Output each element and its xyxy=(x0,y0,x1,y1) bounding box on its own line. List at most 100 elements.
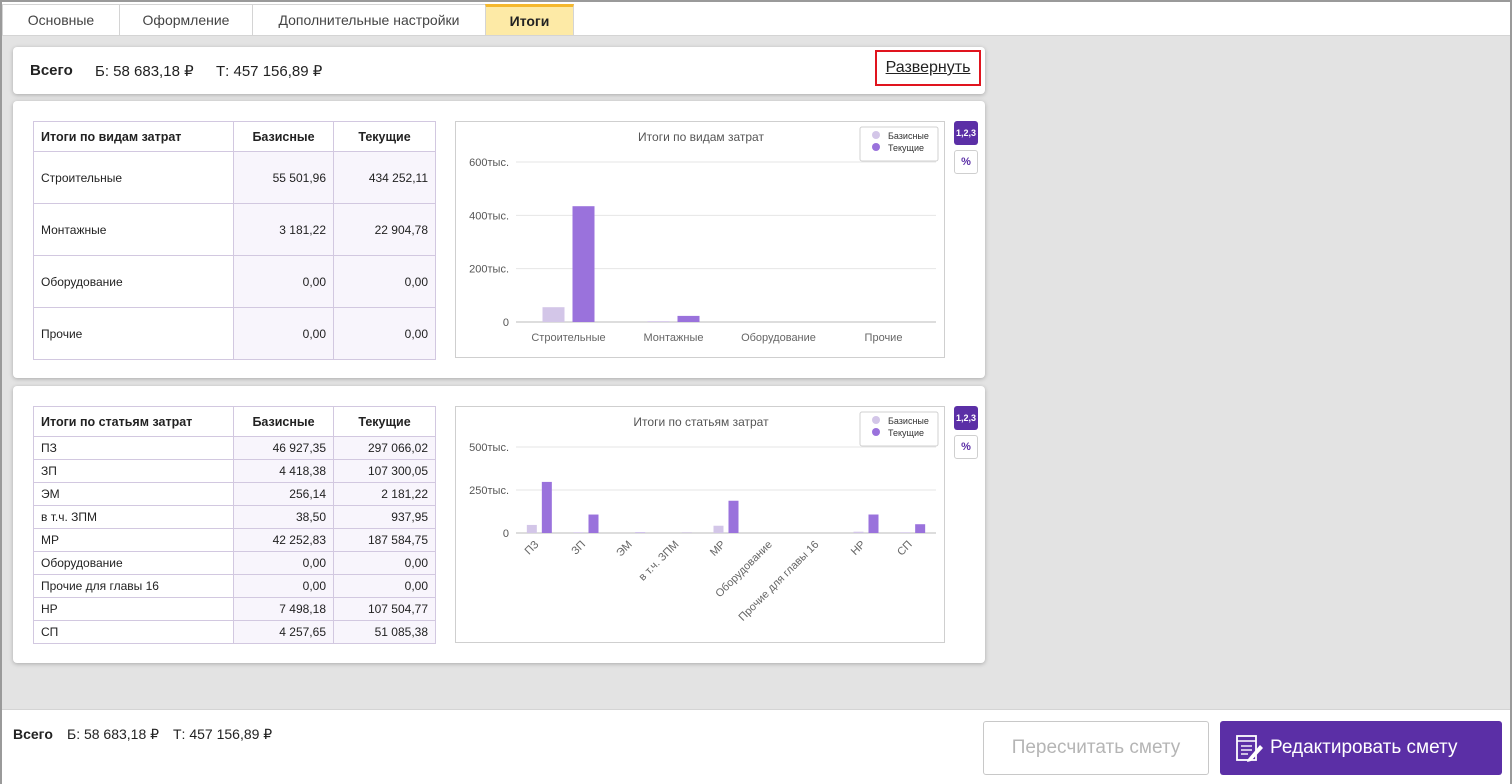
x-tick-label: в т.ч. ЗПМ xyxy=(637,539,682,584)
row-label: Оборудование xyxy=(33,255,234,308)
current-value: 187 584,75 xyxy=(333,528,436,552)
y-tick-label: 250тыс. xyxy=(469,485,509,497)
x-tick-label: Строительные xyxy=(531,332,605,344)
current-value: 107 504,77 xyxy=(333,597,436,621)
current-value: 0,00 xyxy=(333,255,436,308)
current-value: 2 181,22 xyxy=(333,482,436,506)
tab-totals[interactable]: Итоги xyxy=(485,4,574,35)
current-value: 51 085,38 xyxy=(333,620,436,644)
edit-estimate-label: Редактировать смету xyxy=(1270,737,1458,758)
base-value: 55 501,96 xyxy=(233,151,334,204)
table-row: Прочие для главы 16 0,00 0,00 xyxy=(33,574,436,598)
tab-main[interactable]: Основные xyxy=(2,4,120,35)
bar-base xyxy=(713,525,724,533)
bar-current xyxy=(728,500,739,533)
edit-document-icon xyxy=(1236,735,1263,762)
x-tick-label: НР xyxy=(849,539,868,558)
bar-current xyxy=(572,206,595,322)
current-value: 0,00 xyxy=(333,551,436,575)
table-row: МР 42 252,83 187 584,75 xyxy=(33,528,436,552)
cost-items-table: Итоги по статьям затрат Базисные Текущие… xyxy=(33,406,436,644)
column-header: Текущие xyxy=(333,121,436,152)
recalculate-button[interactable]: Пересчитать смету xyxy=(983,721,1209,775)
legend-swatch xyxy=(872,143,880,151)
x-tick-label: ЗП xyxy=(569,539,588,558)
footer-base-total: Б: 58 683,18 ₽ xyxy=(67,726,160,742)
table-row: в т.ч. ЗПМ 38,50 937,95 xyxy=(33,505,436,529)
y-tick-label: 500тыс. xyxy=(469,442,509,454)
bar-current xyxy=(541,481,552,533)
table-row: Оборудование 0,00 0,00 xyxy=(33,255,436,308)
tab-design[interactable]: Оформление xyxy=(119,4,253,35)
table-row: Монтажные 3 181,22 22 904,78 xyxy=(33,203,436,256)
current-value: 434 252,11 xyxy=(333,151,436,204)
base-value: 0,00 xyxy=(233,551,334,575)
edit-estimate-button[interactable]: Редактировать смету xyxy=(1220,721,1502,775)
show-values-button[interactable]: 1,2,3 xyxy=(954,406,978,430)
legend-label: Базисные xyxy=(888,416,929,426)
bar-base xyxy=(526,524,537,533)
column-header: Текущие xyxy=(333,406,436,437)
cost-types-chart-svg: Итоги по видам затрат 0 200тыс. 400тыс. 600т… xyxy=(469,126,939,344)
cost-items-chart-svg: Итоги по статьям затрат 0 250тыс. 500тыс. ПЗ… xyxy=(469,411,939,624)
show-percent-button[interactable]: % xyxy=(954,435,978,459)
current-value: 937,95 xyxy=(333,505,436,529)
bar-base xyxy=(853,531,864,533)
base-value: 0,00 xyxy=(233,255,334,308)
current-value: 297 066,02 xyxy=(333,436,436,460)
x-tick-label: Прочие xyxy=(865,332,903,344)
current-value: 0,00 xyxy=(333,307,436,360)
show-values-button[interactable]: 1,2,3 xyxy=(954,121,978,145)
row-label: ЭМ xyxy=(33,482,234,506)
base-value: 4 418,38 xyxy=(233,459,334,483)
summary-current-total: Т: 457 156,89 ₽ xyxy=(216,63,323,80)
table-row: СП 4 257,65 51 085,38 xyxy=(33,620,436,644)
bar-current xyxy=(677,315,700,322)
table-row: Строительные 55 501,96 434 252,11 xyxy=(33,151,436,204)
row-label: Прочие для главы 16 xyxy=(33,574,234,598)
table-row: ЭМ 256,14 2 181,22 xyxy=(33,482,436,506)
x-tick-label: ПЗ xyxy=(523,538,542,557)
legend-swatch xyxy=(872,428,880,436)
y-tick-label: 600тыс. xyxy=(469,157,509,169)
table-row: Оборудование 0,00 0,00 xyxy=(33,551,436,575)
cost-items-card: Итоги по статьям затрат Базисные Текущие… xyxy=(13,386,985,663)
row-label: Строительные xyxy=(33,151,234,204)
summary-base-total: Б: 58 683,18 ₽ xyxy=(95,63,194,80)
y-tick-label: 0 xyxy=(503,317,509,329)
base-value: 46 927,35 xyxy=(233,436,334,460)
x-tick-label: Оборудование xyxy=(741,332,816,344)
table-header-row: Итоги по статьям затрат Базисные Текущие xyxy=(33,406,436,437)
table-row: ПЗ 46 927,35 297 066,02 xyxy=(33,436,436,460)
bar-base xyxy=(573,532,584,533)
x-tick-label: МР xyxy=(708,539,728,559)
bar-current xyxy=(588,514,599,533)
base-value: 0,00 xyxy=(233,574,334,598)
footer-total-title: Всего xyxy=(13,726,53,742)
tab-bar: Основные Оформление Дополнительные настр… xyxy=(2,2,1510,36)
legend-label: Базисные xyxy=(888,131,929,141)
summary-card: Всего Б: 58 683,18 ₽ Т: 457 156,89 ₽ Раз… xyxy=(13,47,985,94)
cost-types-chart: Итоги по видам затрат 0 200тыс. 400тыс. 600т… xyxy=(455,121,945,358)
row-label: в т.ч. ЗПМ xyxy=(33,505,234,529)
y-tick-label: 200тыс. xyxy=(469,264,509,276)
y-tick-label: 0 xyxy=(503,528,509,540)
row-label: Прочие xyxy=(33,307,234,360)
expand-link[interactable]: Развернуть xyxy=(875,50,981,86)
column-header: Базисные xyxy=(233,121,334,152)
current-value: 107 300,05 xyxy=(333,459,436,483)
legend-label: Текущие xyxy=(888,428,924,438)
column-header: Итоги по статьям затрат xyxy=(33,406,234,437)
show-percent-button[interactable]: % xyxy=(954,150,978,174)
base-value: 3 181,22 xyxy=(233,203,334,256)
bar-base xyxy=(900,532,911,533)
cost-types-card: Итоги по видам затрат Базисные Текущие С… xyxy=(13,101,985,378)
column-header: Базисные xyxy=(233,406,334,437)
x-tick-label: Прочие для главы 16 xyxy=(736,539,821,624)
legend-label: Текущие xyxy=(888,143,924,153)
row-label: Монтажные xyxy=(33,203,234,256)
y-tick-label: 400тыс. xyxy=(469,210,509,222)
x-tick-label: Монтажные xyxy=(644,332,704,344)
tab-additional-settings[interactable]: Дополнительные настройки xyxy=(252,4,486,35)
